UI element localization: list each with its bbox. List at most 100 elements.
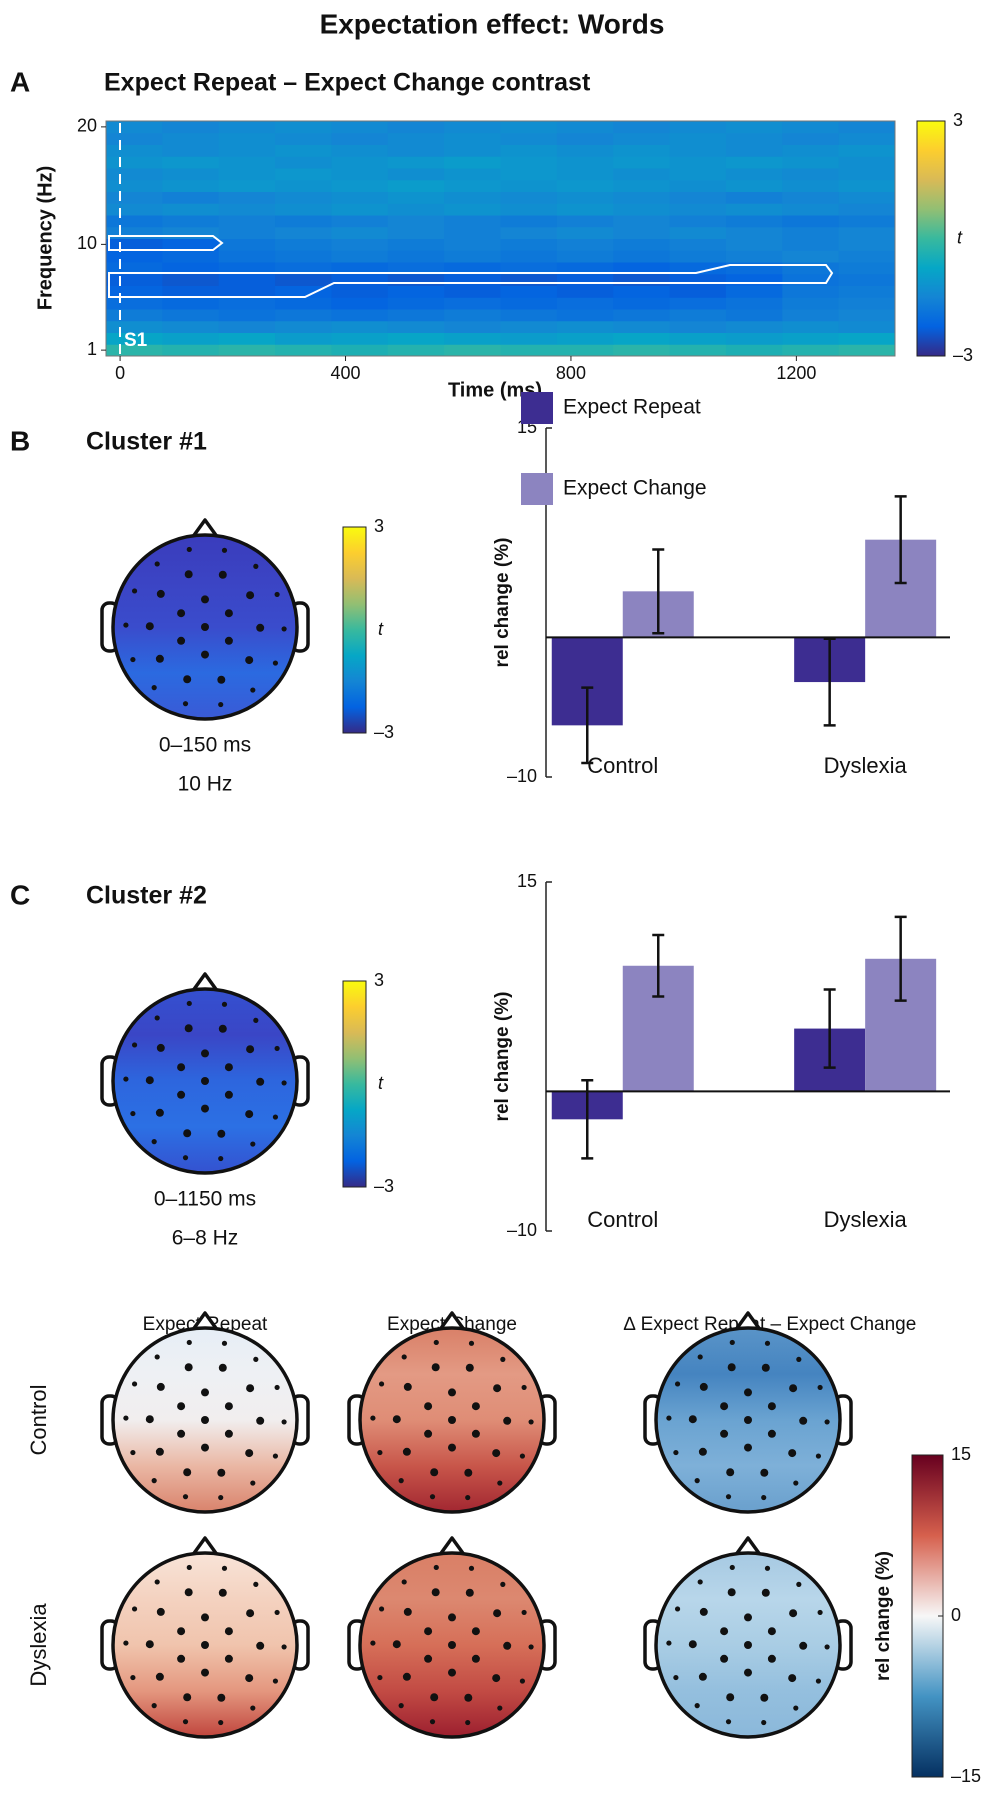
electrode bbox=[246, 1045, 255, 1054]
electrode bbox=[217, 1129, 226, 1138]
heatmap-cell bbox=[218, 191, 276, 204]
heatmap-cell bbox=[838, 215, 896, 228]
heatmap-cell bbox=[106, 238, 163, 251]
electrode bbox=[221, 1001, 228, 1007]
heatmap-cell bbox=[500, 320, 558, 333]
heatmap-cell bbox=[838, 132, 896, 145]
electrode bbox=[224, 1063, 233, 1072]
heatmap-cell bbox=[669, 238, 727, 251]
heatmap-cell bbox=[556, 344, 614, 357]
heatmap-cell bbox=[387, 203, 445, 216]
electrode bbox=[253, 1017, 259, 1023]
electrode bbox=[218, 701, 224, 708]
heatmap-cell bbox=[218, 179, 276, 192]
electrode bbox=[799, 1416, 808, 1425]
electrode bbox=[245, 1449, 254, 1458]
electrode bbox=[674, 1381, 681, 1387]
electrode bbox=[183, 1129, 192, 1138]
heatmap-cell bbox=[331, 132, 389, 145]
electrode bbox=[468, 1565, 475, 1571]
electrode bbox=[177, 1402, 186, 1411]
electrode bbox=[761, 1363, 770, 1372]
electrode bbox=[471, 1627, 480, 1636]
electrode bbox=[377, 1674, 383, 1681]
electrode bbox=[131, 588, 138, 594]
electrode bbox=[256, 1641, 265, 1650]
electrode bbox=[224, 1654, 233, 1663]
heatmap-cell bbox=[275, 144, 332, 157]
heatmap-cell bbox=[725, 226, 783, 239]
colorbar-tick-label: –3 bbox=[953, 345, 973, 365]
electrode bbox=[184, 1363, 193, 1372]
heatmap-cell bbox=[725, 132, 783, 145]
electrode bbox=[788, 1449, 797, 1458]
heatmap-cell bbox=[669, 250, 727, 263]
heatmap-cell bbox=[613, 226, 671, 239]
electrode bbox=[183, 675, 192, 684]
electrode bbox=[151, 1478, 157, 1484]
heatmap-cell bbox=[444, 285, 501, 298]
electrode bbox=[796, 1581, 802, 1587]
electrode bbox=[767, 1654, 776, 1663]
colorbar bbox=[916, 120, 946, 357]
colorbar-label: t bbox=[378, 1073, 384, 1093]
heatmap-cell bbox=[500, 309, 558, 322]
topomap-label: 0–1150 ms bbox=[154, 1188, 256, 1211]
heatmap-cell bbox=[556, 203, 614, 216]
heatmap-cell bbox=[444, 250, 501, 263]
heatmap-cell bbox=[218, 344, 276, 357]
heatmap-cell bbox=[838, 238, 896, 251]
heatmap-cell bbox=[162, 156, 220, 169]
heatmap-cell bbox=[387, 238, 445, 251]
electrode bbox=[177, 609, 186, 618]
electrode bbox=[123, 1076, 129, 1082]
electrode bbox=[131, 1042, 138, 1048]
electrode bbox=[177, 1627, 186, 1636]
electrode bbox=[250, 1480, 256, 1486]
heatmap-cell bbox=[556, 156, 614, 169]
x-tick-label: Dyslexia bbox=[824, 753, 908, 778]
heatmap-cell bbox=[218, 262, 276, 275]
electrode bbox=[155, 1672, 164, 1681]
electrode bbox=[725, 1494, 732, 1500]
heatmap-cell bbox=[556, 238, 614, 251]
heatmap-cell bbox=[613, 179, 671, 192]
electrode bbox=[281, 1419, 287, 1425]
electrode bbox=[761, 1588, 770, 1597]
heatmap-cell bbox=[275, 297, 332, 310]
electrode bbox=[281, 626, 287, 632]
heatmap-cell bbox=[444, 344, 501, 357]
heatmap-cell bbox=[162, 226, 220, 239]
electrode bbox=[274, 1609, 280, 1616]
colorbar-tick-label: –15 bbox=[951, 1766, 981, 1786]
heatmap-cell bbox=[162, 203, 220, 216]
heatmap-cell bbox=[838, 309, 896, 322]
heatmap-cell bbox=[613, 262, 671, 275]
electrode bbox=[186, 1339, 192, 1346]
electrode bbox=[155, 1447, 164, 1456]
electrode bbox=[224, 1402, 233, 1411]
electrode bbox=[155, 654, 164, 663]
electrode bbox=[156, 1382, 165, 1391]
electrode bbox=[218, 1024, 227, 1033]
heatmap-cell bbox=[331, 203, 389, 216]
heatmap-cell bbox=[106, 226, 163, 239]
error-bar bbox=[652, 548, 665, 635]
heatmap-cell bbox=[613, 191, 671, 204]
heatmap-cell bbox=[444, 191, 501, 204]
heatmap-cell bbox=[387, 320, 445, 333]
heatmap-cell bbox=[669, 262, 727, 275]
electrode bbox=[246, 591, 255, 600]
heatmap-cell bbox=[725, 320, 783, 333]
electrode bbox=[431, 1588, 440, 1597]
heatmap-overlay bbox=[108, 123, 834, 354]
heatmap-cell bbox=[556, 226, 614, 239]
heatmap-cell bbox=[669, 226, 727, 239]
heatmap-cell bbox=[387, 262, 445, 275]
heatmap-cell bbox=[218, 238, 276, 251]
electrode bbox=[817, 1609, 823, 1616]
electrode bbox=[281, 1080, 287, 1086]
heatmap-cell bbox=[275, 273, 332, 286]
electrode bbox=[431, 1363, 440, 1372]
heatmap-cell bbox=[725, 203, 783, 216]
